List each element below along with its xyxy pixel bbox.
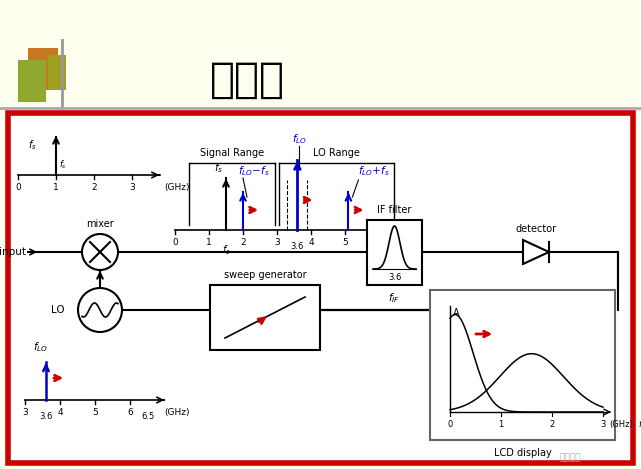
Circle shape [82,234,118,270]
Text: 6.5: 6.5 [389,242,403,251]
Text: 3: 3 [601,420,606,429]
Text: 3: 3 [22,408,28,417]
Text: $f_s$: $f_s$ [59,159,67,171]
Text: 3.6: 3.6 [39,412,53,421]
Text: 1: 1 [53,183,59,192]
Text: 2: 2 [91,183,97,192]
Text: 2: 2 [240,238,246,247]
Text: f: f [638,420,641,429]
Text: 3: 3 [274,238,280,247]
Bar [210,285,320,350]
Text: 1: 1 [498,420,504,429]
Circle shape [78,288,122,332]
Text: 0: 0 [447,420,453,429]
Bar [48,55,66,90]
Bar [367,220,422,285]
Text: LCD display: LCD display [494,448,551,458]
Text: $f_s$: $f_s$ [213,161,223,175]
Text: (GHz): (GHz) [609,420,633,429]
Polygon shape [523,240,549,264]
Bar [430,290,615,440]
Bar [0,0,641,115]
Text: (GHz): (GHz) [164,408,190,417]
Text: $f_{LO}$$-f_s$: $f_{LO}$$-f_s$ [238,164,270,178]
Text: LO Range: LO Range [313,148,360,158]
Text: (GHz): (GHz) [164,183,190,192]
Text: $f_{LO}$$+f_s$: $f_{LO}$$+f_s$ [358,164,390,178]
Text: 6: 6 [127,408,133,417]
Text: LO: LO [51,305,65,315]
Text: mixer: mixer [86,219,114,229]
Bar [8,113,633,463]
Text: sweep generator: sweep generator [224,270,306,280]
Text: Signal Range: Signal Range [200,148,264,158]
Text: 6.5: 6.5 [141,412,154,421]
Text: 3: 3 [129,183,135,192]
Text: 5: 5 [92,408,98,417]
Text: $f_{IF}$: $f_{IF}$ [388,291,401,305]
Text: $f_{LO}$: $f_{LO}$ [292,132,307,146]
Text: $f_s$: $f_s$ [222,243,230,257]
Text: IF filter: IF filter [378,205,412,215]
Bar [18,60,46,102]
Text: 4: 4 [57,408,63,417]
Text: A: A [453,308,460,318]
Text: detector: detector [515,224,556,234]
Text: 1: 1 [206,238,212,247]
Text: 信号流: 信号流 [210,59,285,101]
Bar [28,48,58,90]
Text: 3.6: 3.6 [291,242,304,251]
Text: 4: 4 [308,238,314,247]
Text: 0: 0 [172,238,178,247]
Text: $f_{LO}$: $f_{LO}$ [33,340,49,354]
Text: 明佰笔谈: 明佰笔谈 [559,454,581,462]
Text: 3.6: 3.6 [388,273,401,282]
Text: input: input [0,247,26,257]
Text: 2: 2 [549,420,554,429]
Text: 6: 6 [376,238,382,247]
Text: 0: 0 [15,183,21,192]
Text: 5: 5 [342,238,348,247]
Text: $f_s$: $f_s$ [28,138,37,152]
